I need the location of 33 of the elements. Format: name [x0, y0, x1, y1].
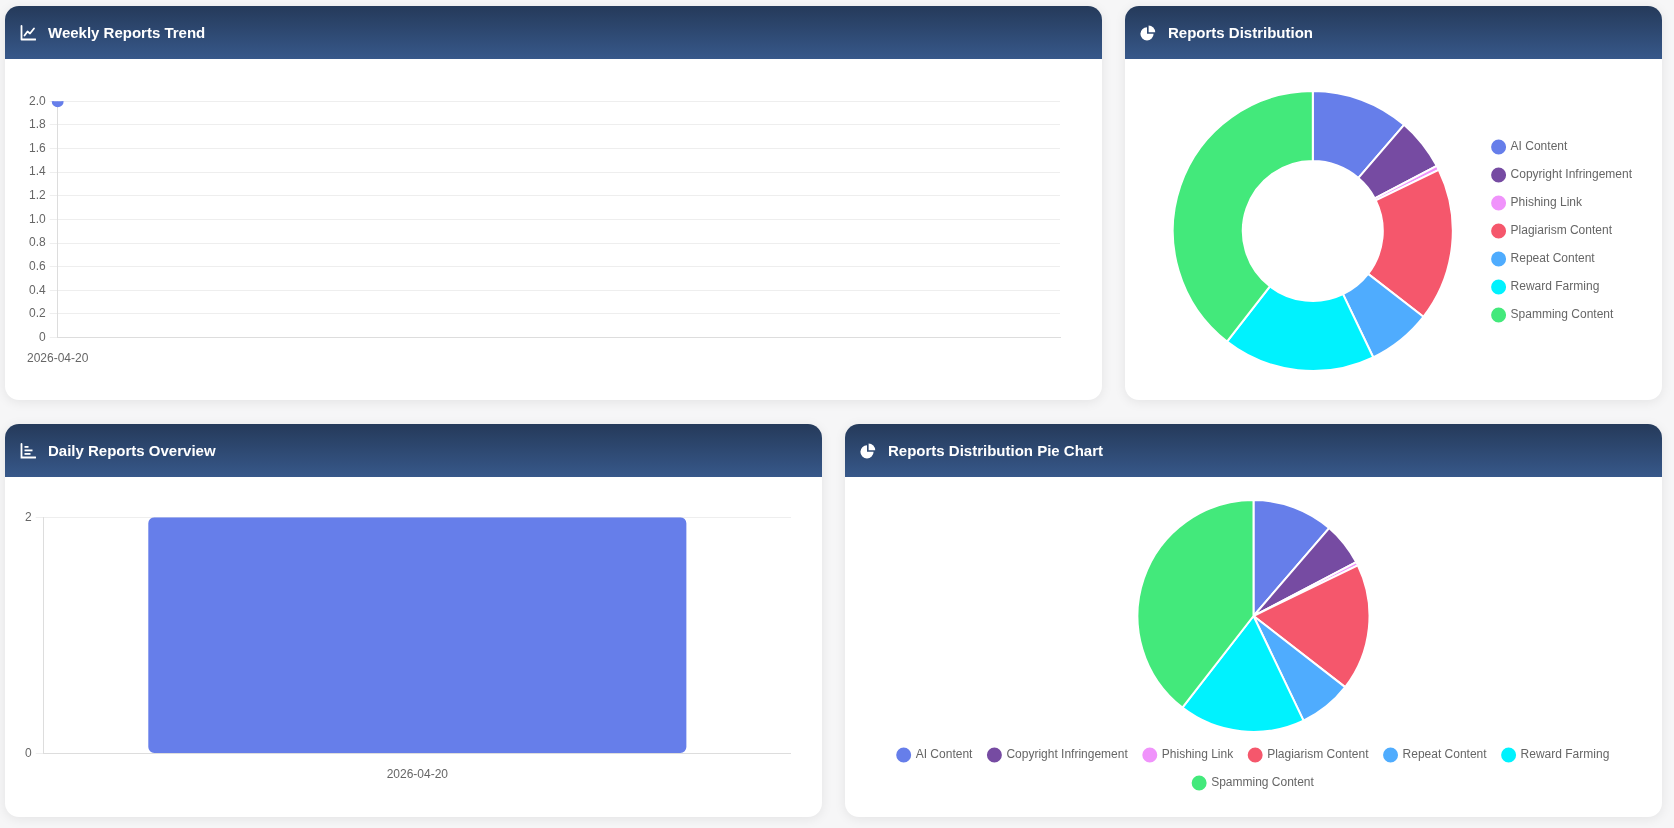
legend-label: Plagiarism Content	[1510, 223, 1613, 238]
y-tick-label: 0.4	[29, 282, 47, 297]
y-tick-label: 0	[24, 745, 32, 760]
chart-title: Reports Distribution	[1168, 24, 1313, 41]
y-tick-label: 1.2	[29, 188, 47, 203]
y-tick-label: 1.6	[29, 140, 47, 155]
legend-label: Reward Farming	[1520, 747, 1610, 762]
y-tick-label: 1.0	[29, 211, 47, 226]
y-tick-label: 0.8	[29, 235, 47, 250]
y-tick-label: 0.2	[29, 306, 47, 321]
legend-label: Spamming Content	[1211, 775, 1315, 790]
legend-label: AI Content	[1510, 139, 1568, 154]
legend-label: AI Content	[915, 747, 974, 762]
chart-title: Daily Reports Overview	[48, 442, 216, 459]
legend-label: Phishing Link	[1161, 747, 1235, 762]
legend-label: Repeat Content	[1510, 251, 1596, 266]
y-tick-label: 1.8	[29, 117, 47, 132]
x-tick-label: 2026-04-20	[27, 351, 89, 366]
legend-label: Copyright Infringement	[1510, 167, 1633, 182]
y-tick-label: 2.0	[29, 93, 47, 108]
x-tick-label: 2026-04-20	[386, 767, 449, 782]
y-tick-label: 2	[24, 509, 32, 524]
text: Weekly Reports Trend	[48, 24, 206, 41]
chart-title: Reports Distribution Pie Chart	[888, 442, 1104, 459]
legend-label: Reward Farming	[1510, 279, 1600, 294]
y-tick-label: 0	[39, 329, 46, 344]
legend-label: Phishing Link	[1510, 195, 1583, 210]
y-tick-label: 0.6	[29, 258, 47, 273]
legend-label: Copyright Infringement	[1006, 747, 1129, 762]
legend-label: Repeat Content	[1402, 747, 1488, 762]
legend-label: Spamming Content	[1510, 307, 1614, 322]
y-tick-label: 1.4	[29, 164, 47, 179]
legend-label: Plagiarism Content	[1267, 747, 1370, 762]
